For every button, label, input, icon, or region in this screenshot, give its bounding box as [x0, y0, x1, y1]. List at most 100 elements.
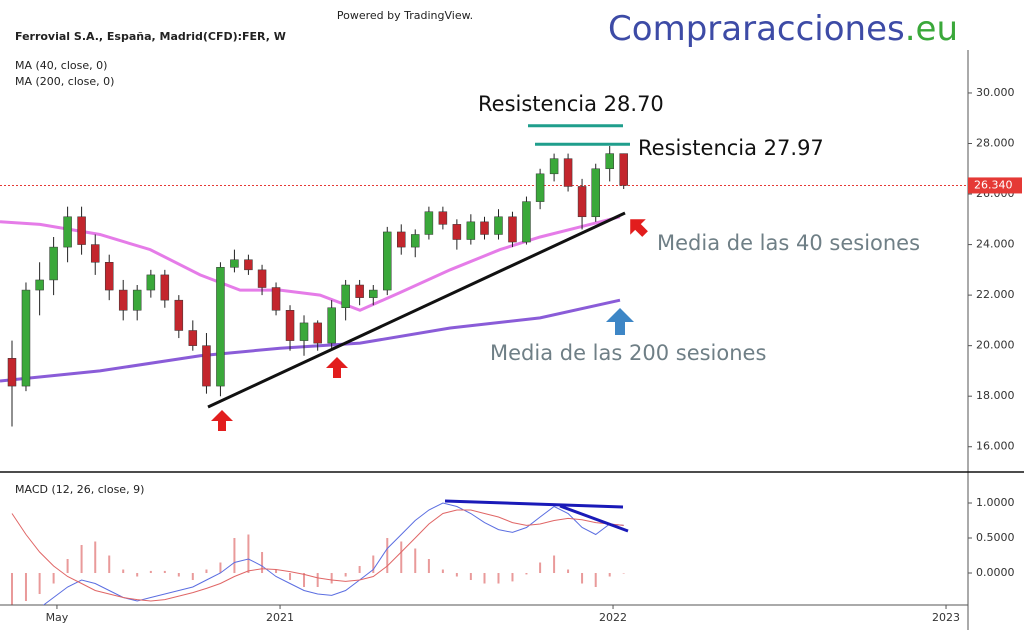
powered-by: Powered by TradingView.	[337, 9, 473, 22]
histogram-bar	[177, 573, 180, 577]
annotation: Media de las 40 sesiones	[657, 231, 920, 255]
histogram-bar	[594, 573, 597, 588]
candle-body	[522, 201, 531, 243]
candle-body	[535, 173, 545, 202]
candle-body	[410, 234, 420, 248]
candle-body	[466, 221, 476, 240]
y-tick-label: 24.000	[976, 238, 1015, 251]
macd-line	[11, 509, 624, 602]
candle-body	[132, 289, 142, 311]
histogram-bar	[441, 569, 444, 574]
candle-body	[549, 158, 559, 175]
candle-body	[383, 231, 392, 291]
histogram-bar	[38, 573, 41, 595]
arrow	[606, 308, 634, 335]
histogram-bar	[525, 573, 528, 575]
macd-pane	[10, 502, 625, 605]
brand-name: Compraracciones	[608, 9, 905, 49]
histogram-bar	[608, 573, 611, 577]
histogram-bar	[24, 573, 27, 602]
x-tick-label: 2021	[266, 611, 294, 624]
macd-line	[42, 502, 624, 605]
candle-body	[49, 246, 58, 281]
candle-body	[146, 274, 156, 291]
candle-body	[355, 284, 364, 298]
histogram-bar	[94, 541, 97, 574]
candle-body	[188, 330, 198, 346]
histogram-bar	[219, 562, 222, 574]
x-tick-label: 2022	[599, 611, 627, 624]
candle-body	[118, 289, 128, 311]
plot: May 2021 2022 2023 16.000 18.000 20.000 22.000 2…	[0, 86, 1022, 624]
histogram-bar	[136, 573, 139, 577]
histogram-bar	[400, 541, 403, 574]
candle-body	[202, 345, 211, 387]
histogram-bar	[275, 569, 278, 574]
histogram-bar	[149, 570, 152, 574]
candle-body	[230, 259, 239, 268]
candle-body	[438, 211, 448, 225]
candle-body	[605, 153, 614, 170]
arrow	[211, 410, 233, 431]
histogram-bar	[330, 573, 333, 584]
candle-body	[563, 158, 573, 187]
macd-trend-line	[444, 499, 624, 509]
candle-body	[77, 216, 86, 245]
histogram-bar	[66, 559, 69, 574]
indicator-title: MACD (12, 26, close, 9)	[15, 483, 144, 496]
brand: Compraracciones.eu	[608, 9, 958, 49]
trend-line	[207, 211, 626, 409]
annotation: Media de las 200 sesiones	[490, 341, 766, 365]
candle-body	[369, 289, 378, 298]
price-pane	[0, 146, 968, 427]
candle-body	[313, 322, 322, 344]
histogram-bar	[52, 573, 55, 584]
histogram-bar	[247, 534, 250, 574]
candle-body	[327, 307, 336, 344]
last-price-box	[968, 177, 1022, 194]
histogram-bar	[344, 573, 347, 577]
histogram-bar	[511, 573, 514, 582]
arrow	[326, 357, 348, 378]
legend-entry: MA (200, close, 0)	[15, 75, 114, 88]
y-tick-label: 0.5000	[976, 531, 1015, 544]
candle-body	[397, 231, 406, 248]
y-tick-label: 28.000	[976, 136, 1015, 149]
histogram-bar	[205, 569, 208, 574]
candle-body	[494, 216, 503, 235]
candle-body	[299, 322, 309, 341]
histogram-bar	[539, 562, 542, 574]
candle-body	[244, 259, 253, 271]
histogram-bar	[10, 573, 13, 605]
histogram-bar	[108, 555, 111, 574]
candle-body	[35, 279, 44, 291]
histogram-bar	[414, 548, 417, 574]
x-tick-label: 2023	[932, 611, 960, 624]
chart-title: Ferrovial S.A., España, Madrid(CFD):FER,…	[15, 30, 286, 43]
y-tick-label: 18.000	[976, 389, 1015, 402]
y-tick-label: 16.000	[976, 440, 1015, 453]
y-tick-label: 1.0000	[976, 496, 1015, 509]
histogram-bar	[80, 545, 83, 574]
y-tick-label: 22.000	[976, 288, 1015, 301]
candle-body	[424, 211, 434, 235]
histogram-bar	[581, 573, 584, 584]
candle-body	[480, 221, 489, 235]
candle-body	[591, 168, 600, 218]
histogram-bar	[469, 573, 472, 581]
last-price-label: 26.340	[974, 178, 1013, 191]
histogram-bar	[553, 555, 556, 574]
histogram-bar	[289, 573, 292, 581]
moving-average	[0, 298, 621, 383]
histogram-bar	[261, 552, 264, 574]
candle-body	[160, 274, 170, 301]
histogram-bar	[191, 573, 194, 581]
annotation: Resistencia 28.70	[478, 92, 664, 116]
candle-body	[285, 310, 295, 341]
histogram-bar	[497, 573, 500, 584]
y-tick-label: 0.0000	[976, 566, 1015, 579]
candle-body	[257, 269, 267, 288]
candle-body	[90, 244, 100, 263]
